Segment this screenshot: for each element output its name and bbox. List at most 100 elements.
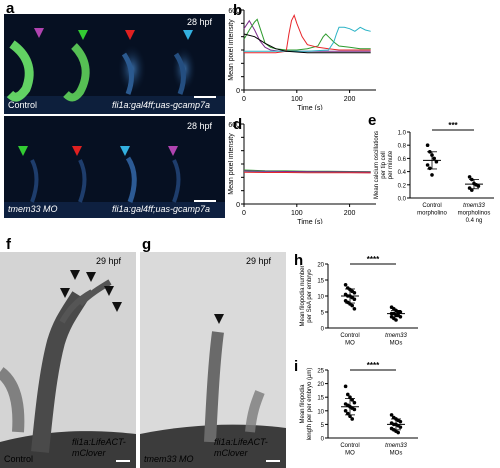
red-arrowhead-c-icon — [72, 146, 82, 156]
genotype-label-a: fli1a:gal4ff;uas-gcamp7a — [112, 100, 211, 110]
y-tick-label: 20 — [317, 382, 324, 388]
data-point — [389, 413, 394, 417]
data-point — [352, 307, 357, 311]
data-point — [343, 409, 348, 413]
chart-i: 0 5 10 15 20 25 Mean filopodia length per per e… — [300, 361, 418, 457]
data-point — [350, 417, 354, 421]
scale-bar-a — [194, 96, 216, 98]
y-tick-label: 0.4 — [398, 170, 407, 176]
micrograph-g: 29 hpf tmem33 MO fli1a:LifeACT- mClover — [140, 252, 286, 468]
data-point — [352, 291, 357, 295]
filopodia-arrowhead-4-icon — [112, 302, 122, 312]
data-point — [352, 297, 357, 301]
green-arrowhead-c-icon — [18, 146, 28, 156]
data-point — [346, 392, 350, 397]
data-point — [425, 143, 430, 147]
category-label: tmem33 — [385, 443, 407, 449]
filopodia-arrowhead-3-icon — [104, 286, 114, 296]
micrograph-g-image — [140, 252, 286, 468]
y-axis-label: per minute — [388, 150, 394, 179]
chart-d: 0 600 0 100 200 Time (s) Mean pixel intensity — [228, 122, 376, 224]
data-point — [476, 184, 481, 188]
magenta-arrowhead-c-icon — [168, 146, 178, 156]
micrograph-a: 28 hpf Control fli1a:gal4ff;uas-gcamp7a — [4, 14, 225, 114]
filopodia-arrowhead-2-icon — [86, 272, 96, 282]
y-axis-label: Mean filopodia number — [300, 265, 306, 326]
y-tick-label: 0 — [321, 437, 325, 443]
x-tick-label: 100 — [291, 210, 303, 217]
y-tick-label: 10 — [317, 295, 324, 301]
data-point — [352, 400, 357, 405]
chart-e: 0.0 0.2 0.4 0.6 0.8 1.0 Mean calcium oscillati… — [374, 121, 494, 224]
filopodia-arrowhead-1-icon — [70, 270, 80, 280]
y-axis-label: per tip cell — [381, 151, 387, 178]
panel-label-g: g — [142, 236, 152, 253]
x-tick-label: 200 — [344, 210, 356, 217]
data-point — [394, 318, 398, 322]
series-line-2 — [243, 170, 371, 173]
x-tick-label: 0 — [242, 96, 246, 103]
x-tick-label: 0 — [242, 210, 246, 217]
y-tick-label: 0.2 — [398, 183, 407, 189]
condition-label-a: Control — [8, 100, 38, 110]
y-tick-label: 600 — [228, 8, 240, 15]
genotype-label-g-line1: fli1a:LifeACT- — [214, 437, 268, 447]
category-label: Control — [340, 333, 359, 339]
y-tick-label: 0 — [236, 202, 240, 209]
panel-label-b: b — [233, 2, 243, 19]
y-axis-label: length per per embryo (µm) — [307, 368, 313, 441]
y-axis-label: Mean calcium oscillations — [374, 131, 380, 199]
category-label: Control — [340, 443, 359, 449]
category-label: morpholinos — [458, 211, 491, 217]
hpf-label-c: 28 hpf — [187, 121, 213, 131]
panel-label-i: i — [294, 358, 299, 375]
category-label: MOs — [390, 451, 403, 457]
data-point — [428, 166, 432, 171]
y-tick-label: 0.6 — [398, 157, 407, 163]
panel-label-h: h — [294, 252, 304, 269]
series-line-2 — [244, 13, 371, 54]
data-point — [467, 175, 472, 179]
y-tick-label: 15 — [317, 279, 324, 285]
magenta-arrowhead-icon — [34, 28, 44, 38]
series-line-1 — [243, 18, 371, 51]
hpf-label-g: 29 hpf — [246, 256, 272, 266]
y-axis-label: Mean pixel intensity — [228, 133, 235, 195]
data-point — [470, 188, 474, 192]
red-arrowhead-icon — [125, 30, 135, 40]
y-tick-label: 15 — [317, 396, 324, 402]
scale-bar-f — [116, 460, 130, 462]
scale-bar-c — [194, 200, 216, 202]
data-point — [398, 310, 403, 314]
chart-h: 0 5 10 15 20 Mean filopodia number per SeA per… — [300, 255, 418, 347]
panel-label-f: f — [6, 236, 11, 253]
data-point — [350, 303, 354, 308]
genotype-label-c: fli1a:gal4ff;uas-gcamp7a — [112, 204, 211, 214]
genotype-label-g-line2: mClover — [214, 448, 248, 458]
category-label: MO — [345, 341, 355, 347]
green-arrowhead-icon — [78, 30, 88, 40]
category-label: tmem33 — [463, 203, 485, 209]
y-tick-label: 0 — [321, 327, 325, 333]
y-tick-label: 0.8 — [398, 144, 407, 150]
data-point — [346, 411, 350, 416]
chart-b: 0 600 0 100 200 Time (s) Mean pixel intensity — [228, 8, 376, 110]
data-point — [398, 419, 403, 424]
cyan-arrowhead-icon — [183, 30, 193, 40]
y-tick-label: 25 — [317, 369, 324, 375]
data-point — [398, 425, 403, 429]
condition-label-f: Control — [4, 454, 34, 464]
y-tick-label: 0.0 — [398, 197, 407, 203]
x-tick-label: 100 — [291, 96, 303, 103]
y-axis-label: per SeA per embryo — [307, 269, 313, 323]
series-line-4 — [243, 33, 371, 54]
y-tick-label: 20 — [317, 263, 324, 269]
significance-label: **** — [367, 255, 380, 264]
y-tick-label: 600 — [228, 122, 240, 129]
data-point — [432, 156, 436, 161]
micrograph-a-image — [4, 14, 225, 114]
y-tick-label: 10 — [317, 409, 324, 415]
category-label: morpholino — [417, 211, 447, 217]
cyan-arrowhead-c-icon — [120, 146, 130, 156]
y-axis-label: Mean pixel intensity — [228, 19, 235, 81]
